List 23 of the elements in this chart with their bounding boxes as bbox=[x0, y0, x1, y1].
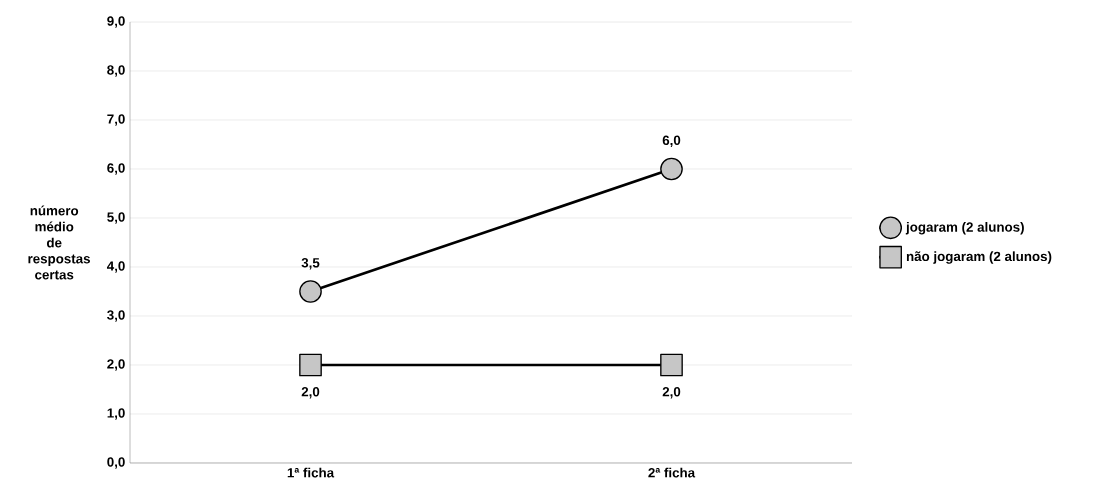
y-tick-label: 4,0 bbox=[106, 261, 125, 273]
point bbox=[299, 280, 322, 303]
data-label: 2,0 bbox=[662, 387, 681, 399]
y-tick-label: 9,0 bbox=[107, 16, 125, 28]
y-tick-label: 7,0 bbox=[107, 114, 125, 126]
y-tick-label: 2,0 bbox=[107, 359, 125, 371]
y-tick-label: 8,0 bbox=[107, 65, 125, 77]
data-label: 2,0 bbox=[301, 387, 320, 399]
y-tick-label: 6,0 bbox=[107, 163, 125, 175]
point bbox=[660, 353, 683, 377]
point bbox=[299, 353, 322, 377]
x-tick-label: 2ª ficha bbox=[648, 467, 696, 478]
y-tick-label: 0,0 bbox=[107, 457, 125, 469]
y-tick-label: 1,0 bbox=[107, 408, 125, 420]
legend-label: jogaram (2 alunos) bbox=[905, 222, 1024, 235]
legend-label: não jogaram (2 alunos) bbox=[906, 251, 1052, 264]
y-tick-label: 3,0 bbox=[107, 310, 125, 322]
data-label: 6,0 bbox=[662, 135, 681, 147]
y-tick-label: 5,0 bbox=[107, 212, 125, 224]
x-tick-label: 1ª ficha bbox=[287, 467, 335, 478]
point bbox=[660, 157, 683, 181]
y-axis-title: número médio de respostas certas bbox=[28, 205, 90, 280]
data-label: 3,5 bbox=[301, 258, 320, 270]
